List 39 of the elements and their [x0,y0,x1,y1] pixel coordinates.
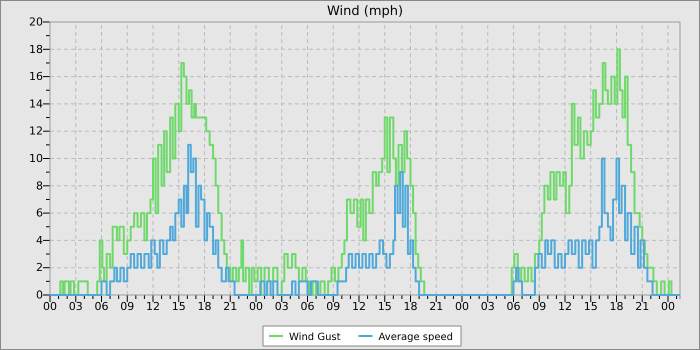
x-tick-label: 09 [532,300,546,313]
legend-label: Wind Gust [289,332,341,343]
chart-title: Wind (mph) [326,4,404,19]
x-tick-label: 03 [68,300,83,313]
x-tick-label: 06 [506,300,520,313]
x-tick-label: 12 [558,300,572,313]
x-tick-label: 12 [352,300,366,313]
x-tick-label: 21 [635,300,650,313]
x-tick-label: 15 [378,300,392,313]
x-tick-label: 18 [403,300,418,313]
y-tick-label: 10 [29,152,43,166]
x-tick-label: 00 [660,300,675,313]
x-tick-label: 00 [43,300,57,313]
x-tick-label: 00 [248,300,263,313]
x-tick-label: 09 [120,300,134,313]
y-tick-label: 2 [36,261,43,274]
x-tick-label: 06 [300,300,314,313]
y-tick-label: 16 [29,70,43,84]
y-tick-label: 18 [29,42,43,56]
y-tick-label: 6 [36,206,43,220]
x-tick-label: 15 [584,300,598,313]
x-tick-label: 18 [197,300,212,313]
y-tick-label: 12 [29,124,43,138]
y-tick-label: 20 [29,16,43,29]
x-tick-label: 09 [326,300,340,313]
y-tick-label: 14 [29,97,43,110]
y-tick-label: 0 [36,288,43,302]
x-tick-label: 21 [429,300,444,313]
x-tick-label: 15 [172,300,186,313]
legend-label: Average speed [378,332,453,343]
x-tick-label: 00 [454,300,469,313]
x-tick-label: 06 [94,300,108,313]
y-tick-label: 8 [36,179,43,192]
y-tick-label: 4 [36,234,43,247]
x-tick-label: 21 [223,300,238,313]
x-tick-label: 03 [480,300,495,313]
x-tick-label: 18 [609,300,624,313]
x-tick-label: 03 [274,300,289,313]
x-tick-label: 12 [146,300,160,313]
